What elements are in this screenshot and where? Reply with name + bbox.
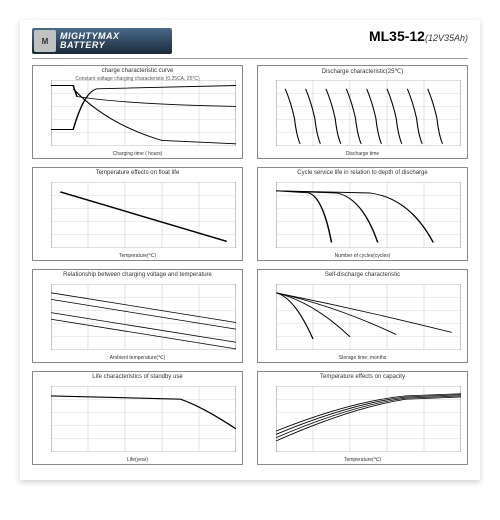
chart-plot <box>276 80 461 146</box>
model-sub: (12V35Ah) <box>425 33 468 43</box>
chart-xlabel: Life(year) <box>33 457 242 463</box>
chart-subtitle: Constant voltage charging characteristic… <box>33 76 242 82</box>
logo-badge-icon: M <box>34 30 56 52</box>
chart-panel: Relationship between charging voltage an… <box>32 269 243 363</box>
model-number: ML35-12(12V35Ah) <box>369 28 468 46</box>
chart-panel: Life characteristics of standby use Life(… <box>32 371 243 465</box>
chart-plot <box>51 284 236 350</box>
chart-title: Temperature effects on float life <box>33 170 242 176</box>
chart-panel: Temperature effects on float life Tempera… <box>32 167 243 261</box>
chart-title: Relationship between charging voltage an… <box>33 272 242 278</box>
chart-xlabel: Discharge time <box>258 151 467 157</box>
chart-xlabel: Charging time ( hours) <box>33 151 242 157</box>
chart-panel: Discharge characteristic(25℃) Discharge t… <box>257 65 468 159</box>
chart-title: Life characteristics of standby use <box>33 374 242 380</box>
datasheet-page: M MIGHTYMAXBATTERY ML35-12(12V35Ah) char… <box>20 20 480 480</box>
chart-xlabel: Temperature(℃) <box>33 253 242 259</box>
chart-plot <box>276 386 461 452</box>
chart-plot <box>276 182 461 248</box>
chart-title: Discharge characteristic(25℃) <box>258 68 467 75</box>
chart-panel: Self-discharge characteristic Storage tim… <box>257 269 468 363</box>
chart-panel: Cycle service life in relation to depth … <box>257 167 468 261</box>
chart-title: charge characteristic curve <box>33 68 242 74</box>
chart-plot <box>51 182 236 248</box>
chart-grid: charge characteristic curve Constant volt… <box>32 65 468 465</box>
chart-plot <box>276 284 461 350</box>
chart-xlabel: Number of cycles(cycles) <box>258 253 467 259</box>
chart-panel: Temperature effects on capacity Temperatu… <box>257 371 468 465</box>
chart-xlabel: Temperature(℃) <box>258 457 467 463</box>
chart-plot <box>51 386 236 452</box>
chart-xlabel: Ambient temperature(℃) <box>33 355 242 361</box>
chart-panel: charge characteristic curve Constant volt… <box>32 65 243 159</box>
model-main: ML35-12 <box>369 28 425 44</box>
chart-plot <box>51 80 236 146</box>
chart-title: Self-discharge characteristic <box>258 272 467 278</box>
chart-xlabel: Storage time: months <box>258 355 467 361</box>
header: M MIGHTYMAXBATTERY ML35-12(12V35Ah) <box>32 28 468 59</box>
chart-title: Temperature effects on capacity <box>258 374 467 380</box>
logo-text: MIGHTYMAXBATTERY <box>60 32 120 50</box>
chart-title: Cycle service life in relation to depth … <box>258 170 467 176</box>
brand-logo: M MIGHTYMAXBATTERY <box>32 28 172 54</box>
